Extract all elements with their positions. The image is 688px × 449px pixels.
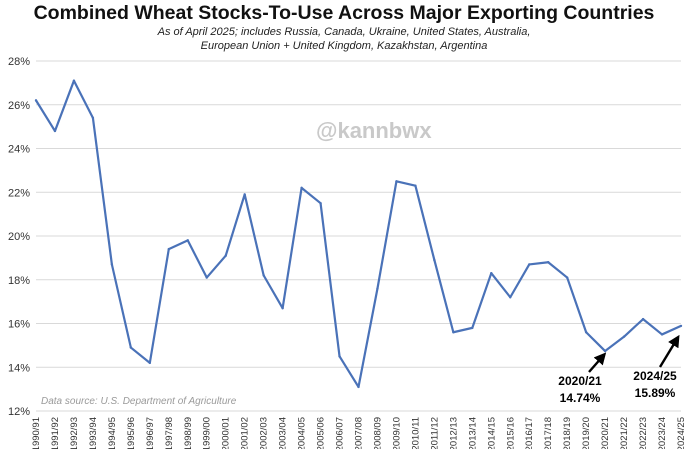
x-tick-label: 2003/04 [278, 417, 289, 449]
x-tick-label: 2020/21 [600, 417, 611, 449]
x-tick-label: 1990/91 [31, 417, 42, 449]
data-point [565, 276, 569, 279]
data-point [300, 186, 303, 190]
x-tick-label: 2021/22 [619, 417, 630, 449]
x-tick-label: 1998/99 [183, 417, 194, 449]
y-tick-label: 22% [8, 187, 30, 199]
x-tick-label: 1993/94 [88, 417, 99, 449]
x-tick-label: 1995/96 [126, 417, 137, 449]
x-tick-label: 2009/10 [391, 417, 402, 449]
x-tick-label: 2013/14 [467, 417, 478, 449]
y-tick-label: 18% [8, 275, 30, 287]
x-tick-label: 2006/07 [335, 417, 346, 449]
data-point [433, 258, 436, 262]
x-tick-label: 2007/08 [354, 417, 365, 449]
data-point [641, 317, 645, 321]
x-tick-label: 1994/95 [107, 417, 118, 449]
x-tick-label: 2023/24 [657, 417, 668, 449]
annotation-value: 14.74% [560, 391, 601, 405]
data-point [338, 355, 341, 358]
y-tick-label: 24% [8, 144, 30, 156]
chart-subtitle-line2: European Union + United Kingdom, Kazakhs… [200, 40, 488, 52]
x-tick-label: 2016/17 [524, 417, 535, 449]
data-point [129, 346, 133, 349]
x-tick-label: 2024/25 [676, 417, 687, 449]
x-tick-label: 2022/23 [638, 417, 649, 449]
x-tick-label: 2014/15 [486, 417, 497, 449]
series-line-group [34, 79, 683, 389]
annotation-value: 15.89% [635, 386, 676, 400]
annotation-arrow [658, 334, 680, 368]
data-point [452, 331, 455, 334]
x-tick-label: 2004/05 [297, 417, 308, 449]
watermark: @kannbwx [316, 118, 432, 143]
x-axis-ticks: 1990/91 1991/92 1992/93 1993/94 1994/95 1995/… [31, 417, 687, 449]
data-point [262, 274, 265, 277]
x-tick-label: 2010/11 [410, 417, 421, 449]
data-point [414, 184, 417, 187]
y-tick-label: 12% [8, 406, 30, 418]
data-source-note: Data source: U.S. Department of Agricult… [41, 396, 237, 407]
y-tick-label: 20% [8, 231, 30, 243]
x-tick-label: 2005/06 [316, 417, 327, 449]
chart-subtitle-line1: As of April 2025; includes Russia, Canad… [157, 26, 531, 38]
data-point [205, 276, 208, 279]
y-tick-label: 16% [8, 319, 30, 331]
data-point [91, 116, 95, 120]
x-tick-label: 1991/92 [50, 417, 61, 449]
y-tick-label: 14% [8, 362, 30, 374]
data-point [679, 324, 683, 328]
x-tick-label: 2001/02 [240, 417, 251, 449]
x-tick-label: 2015/16 [505, 417, 516, 449]
x-tick-label: 2012/13 [448, 417, 459, 449]
annotation-arrow [588, 352, 607, 373]
data-point [395, 180, 398, 183]
data-point [471, 326, 474, 330]
data-point [660, 333, 664, 336]
data-point [148, 361, 152, 365]
x-tick-label: 2019/20 [581, 417, 592, 449]
data-point [622, 335, 626, 338]
x-tick-label: 2002/03 [259, 417, 270, 449]
x-tick-label: 2011/12 [429, 417, 440, 449]
data-point [603, 349, 607, 353]
x-tick-label: 1996/97 [145, 417, 156, 449]
chart-title: Combined Wheat Stocks-To-Use Across Majo… [33, 2, 655, 24]
data-point [547, 261, 550, 264]
data-point [53, 129, 57, 133]
y-axis-ticks: 12% 14% 16% 18% 20% 22% 24% 26% 28% [8, 56, 30, 418]
x-tick-label: 1997/98 [164, 417, 175, 449]
data-point [281, 306, 284, 310]
data-point [376, 287, 379, 290]
y-tick-label: 26% [8, 100, 30, 112]
data-point [243, 193, 246, 196]
annotation-label: 2020/21 [558, 374, 602, 388]
gridlines [36, 60, 681, 412]
x-tick-label: 2017/18 [543, 417, 554, 449]
y-tick-label: 28% [8, 56, 30, 68]
data-point [490, 271, 493, 275]
x-tick-label: 1992/93 [69, 417, 80, 449]
data-point [584, 331, 588, 334]
data-point [34, 99, 38, 102]
data-point [186, 239, 189, 242]
x-tick-label: 2000/01 [221, 417, 232, 449]
data-point [528, 263, 531, 266]
data-point [224, 254, 227, 257]
x-tick-label: 2018/19 [562, 417, 573, 449]
annotations: 2020/21 14.74% 2024/25 15.89% [558, 334, 680, 405]
data-point [72, 79, 76, 82]
data-point [110, 263, 114, 266]
annotation-label: 2024/25 [633, 369, 677, 383]
x-tick-label: 1999/00 [202, 417, 213, 449]
data-point [319, 201, 322, 205]
data-point [167, 247, 170, 251]
x-tick-label: 2008/09 [372, 417, 383, 449]
data-point [357, 385, 360, 389]
data-point [509, 296, 512, 299]
